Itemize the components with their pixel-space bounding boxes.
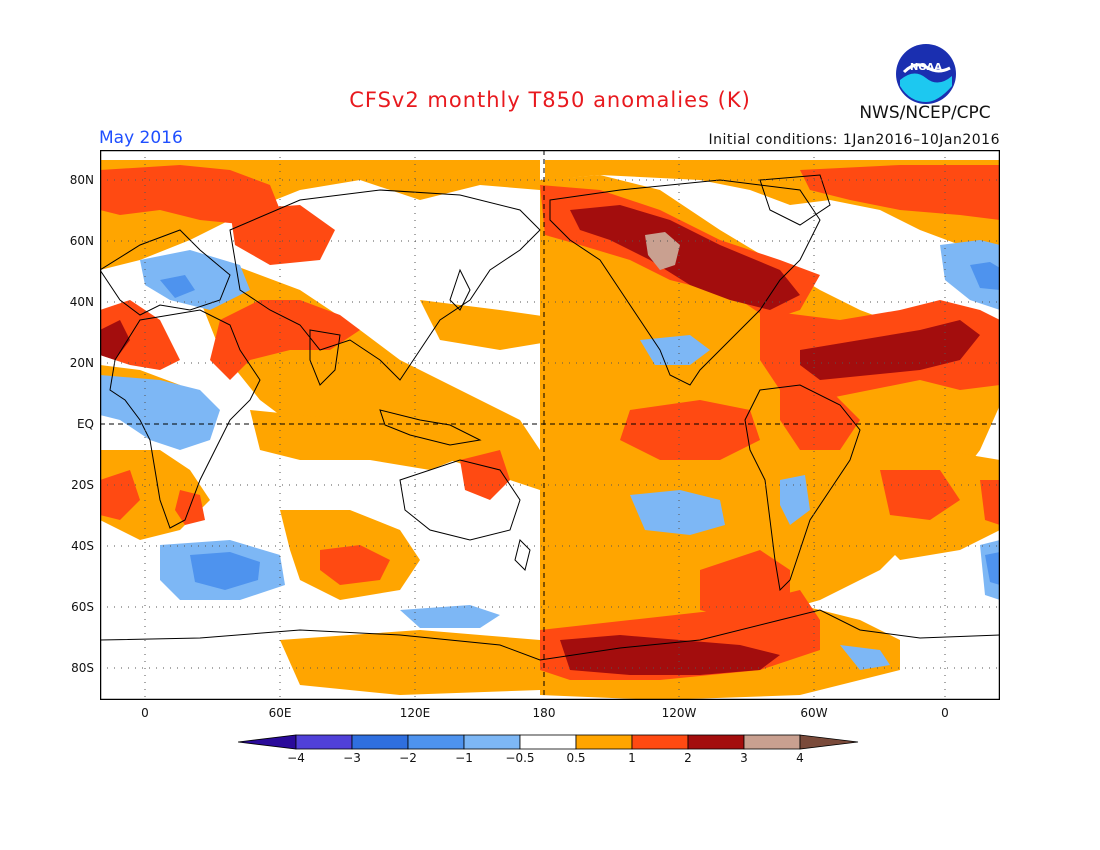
colorbar-arrow-high xyxy=(799,734,859,750)
grid-lines xyxy=(100,150,1000,700)
map-title: CFSv2 monthly T850 anomalies (K) xyxy=(349,88,751,112)
svg-text:NOAA: NOAA xyxy=(910,62,942,73)
anomaly-band-2-3 xyxy=(100,205,980,675)
colorbar-label: −2 xyxy=(399,751,417,765)
colorbar-box xyxy=(687,734,745,750)
anomaly-map xyxy=(100,150,1000,700)
colorbar-label: 2 xyxy=(684,751,692,765)
colorbar-box xyxy=(407,734,465,750)
lat-label: 40N xyxy=(69,295,94,309)
lon-label: 0 xyxy=(941,706,949,720)
agency-label: NWS/NCEP/CPC xyxy=(859,103,991,123)
lon-label: 180 xyxy=(532,706,556,720)
coastlines xyxy=(100,174,1000,661)
colorbar-box xyxy=(519,734,577,750)
lat-label: EQ xyxy=(76,417,94,431)
lat-label: 40S xyxy=(71,539,94,553)
colorbar-arrow-low xyxy=(238,734,297,750)
valid-month-label: May 2016 xyxy=(99,128,183,148)
lon-label: 0 xyxy=(141,706,149,720)
colorbar-label: 1 xyxy=(628,751,636,765)
colorbar-box xyxy=(575,734,633,750)
colorbar-label: 0.5 xyxy=(566,751,586,765)
anomaly-band-neg1-neg2 xyxy=(160,262,1000,590)
initial-conditions-label: Initial conditions: 1Jan2016–10Jan2016 xyxy=(708,132,1000,148)
colorbar xyxy=(238,734,859,750)
colorbar-box xyxy=(631,734,689,750)
colorbar-label: −1 xyxy=(455,751,473,765)
lat-label: 60S xyxy=(71,600,94,614)
lat-label: 80N xyxy=(69,173,94,187)
colorbar-box xyxy=(743,734,801,750)
colorbar-box xyxy=(463,734,521,750)
lon-label: 60E xyxy=(268,706,292,720)
colorbar-label: −0.5 xyxy=(505,751,535,765)
colorbar-label: −4 xyxy=(287,751,305,765)
colorbar-label: 4 xyxy=(796,751,804,765)
noaa-logo: NOAA xyxy=(896,44,956,104)
map-frame xyxy=(100,150,1000,700)
colorbar-label: −3 xyxy=(343,751,361,765)
lat-label: 60N xyxy=(69,234,94,248)
colorbar-box xyxy=(295,734,353,750)
lat-label: 20N xyxy=(69,356,94,370)
lat-label: 80S xyxy=(71,661,94,675)
colorbar-box xyxy=(351,734,409,750)
lat-label: 20S xyxy=(71,478,94,492)
colorbar-label: 3 xyxy=(740,751,748,765)
lon-label: 120E xyxy=(399,706,431,720)
lon-label: 60W xyxy=(800,706,828,720)
lon-label: 120W xyxy=(661,706,697,720)
reference-lines xyxy=(100,150,1000,700)
